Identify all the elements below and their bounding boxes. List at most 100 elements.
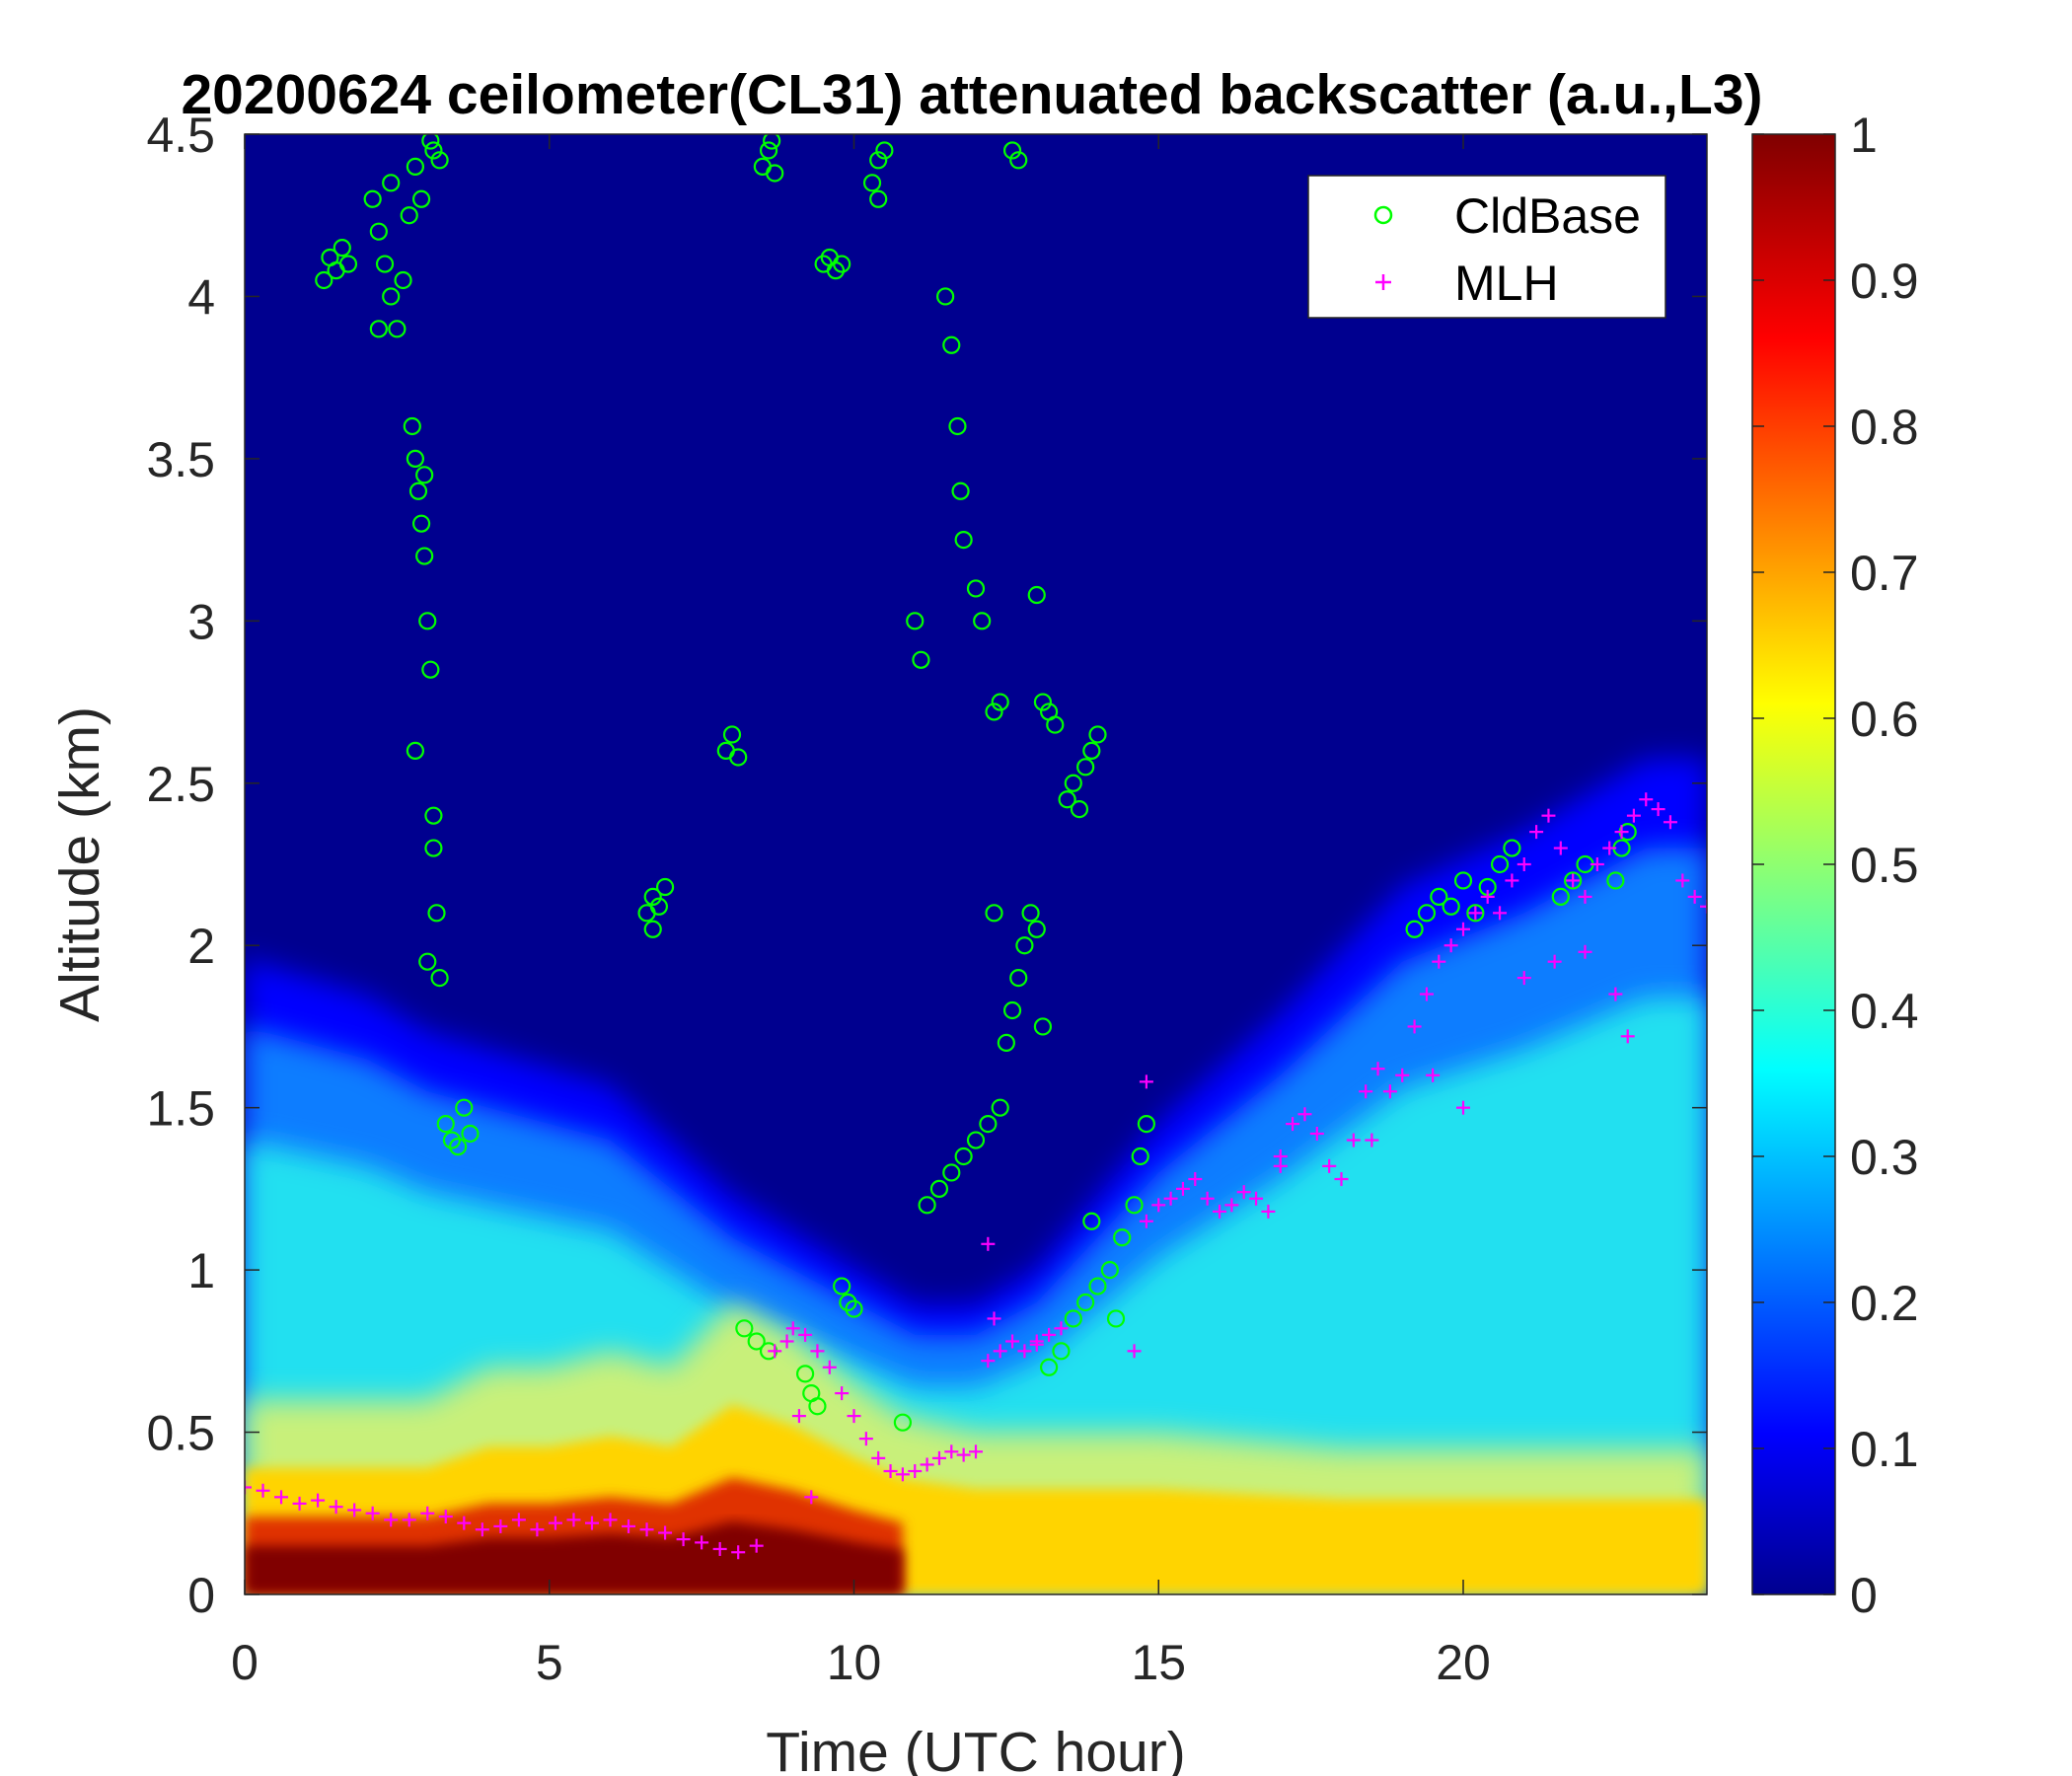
legend-mlh-label: MLH — [1454, 256, 1559, 311]
mlh-point — [1505, 873, 1519, 888]
cldbase-point — [1466, 904, 1485, 923]
cldbase-point — [424, 839, 443, 857]
mlh-point — [292, 1496, 307, 1511]
y-tick-label: 2 — [187, 919, 215, 974]
mlh-point — [1590, 857, 1604, 871]
cldbase-point — [954, 1147, 973, 1166]
cldbase-point — [735, 1319, 754, 1338]
cldbase-point — [747, 1332, 766, 1351]
mlh-point — [931, 1450, 946, 1465]
cldbase-point — [1137, 1115, 1156, 1134]
mlh-point — [1395, 1068, 1410, 1082]
mlh-point — [1322, 1158, 1337, 1173]
cldbase-point — [948, 416, 967, 436]
y-tick-label: 3 — [187, 594, 215, 649]
mlh-point — [1213, 1204, 1226, 1219]
mlh-point — [768, 1344, 782, 1359]
mlh-point — [622, 1518, 636, 1533]
chart-title: 20200624 ceilometer(CL31) attenuated bac… — [181, 63, 1762, 126]
legend-box — [1307, 175, 1666, 319]
mlh-point — [1017, 1344, 1032, 1359]
mlh-point — [1419, 987, 1434, 1001]
cldbase-point — [1106, 1309, 1126, 1328]
mlh-point — [1651, 802, 1665, 817]
mlh-point — [245, 1480, 252, 1495]
mlh-point — [1456, 1100, 1470, 1115]
cldbase-point — [929, 1179, 949, 1198]
mlh-point — [981, 1236, 996, 1251]
mlh-point — [1175, 1181, 1190, 1196]
cldbase-point — [1076, 1293, 1095, 1312]
mlh-point — [956, 1447, 971, 1462]
cldbase-point — [643, 920, 662, 938]
cldbase-point — [461, 1124, 480, 1144]
mlh-point — [566, 1513, 581, 1527]
mlh-point — [908, 1464, 923, 1479]
cldbase-point — [418, 952, 437, 971]
mlh-point — [1163, 1191, 1178, 1206]
cldbase-point — [997, 1033, 1015, 1052]
mlh-point — [1517, 971, 1531, 986]
mlh-point — [1042, 1327, 1057, 1342]
cldbase-point — [1490, 854, 1510, 874]
cldbase-point — [1131, 1147, 1149, 1166]
cldbase-point — [951, 481, 970, 500]
cldbase-point — [1503, 839, 1521, 857]
cldbase-point — [427, 904, 446, 923]
cldbase-point — [826, 261, 846, 280]
cldbase-point — [973, 612, 992, 630]
mlh-point — [1547, 954, 1562, 969]
cldbase-point — [421, 134, 440, 150]
cldbase-point — [1606, 871, 1625, 890]
mlh-point — [1334, 1172, 1349, 1187]
mlh-point — [1620, 1029, 1635, 1044]
cldbase-point — [1027, 920, 1046, 938]
cldbase-point — [845, 1299, 863, 1318]
cldbase-point — [418, 612, 437, 630]
mlh-point — [822, 1360, 837, 1374]
cldbase-point — [649, 897, 669, 916]
cldbase-point — [411, 514, 431, 533]
cldbase-point — [869, 151, 888, 170]
cldbase-point — [643, 887, 662, 906]
mlh-point — [847, 1409, 861, 1424]
mlh-point — [365, 1506, 380, 1520]
x-tick-label: 10 — [827, 1635, 882, 1690]
colorbar-tick-label: 0.9 — [1850, 254, 1919, 309]
mlh-point — [810, 1344, 825, 1359]
cldbase-series — [315, 134, 1637, 1432]
cldbase-point — [406, 449, 424, 468]
cldbase-point — [722, 725, 742, 744]
mlh-point — [457, 1516, 472, 1530]
y-tick-label: 2.5 — [146, 757, 215, 812]
cldbase-point — [1009, 969, 1028, 988]
colorbar-tick-label: 0.6 — [1850, 692, 1919, 747]
cldbase-point — [808, 1397, 827, 1416]
cldbase-point — [1033, 693, 1053, 711]
cldbase-point — [985, 703, 1003, 721]
mlh-point — [1517, 857, 1531, 871]
mlh-point — [1578, 889, 1592, 904]
mlh-point — [1541, 808, 1556, 823]
y-axis: 0 0.5 1 1.5 2 2.5 3 3.5 4 4.5 — [146, 108, 1707, 1623]
mlh-point — [1139, 1074, 1153, 1089]
legend-cldbase-marker — [1373, 205, 1393, 225]
cldbase-point — [1088, 1277, 1107, 1295]
cldbase-point — [382, 287, 401, 306]
mlh-point — [493, 1518, 508, 1533]
mlh-point — [1370, 1062, 1385, 1076]
cldbase-point — [1082, 1212, 1101, 1230]
mlh-point — [1432, 954, 1446, 969]
legend: CldBase MLH — [1307, 175, 1666, 319]
cldbase-point — [406, 741, 424, 760]
mlh-point — [274, 1490, 289, 1505]
cldbase-point — [436, 1115, 455, 1134]
cldbase-point — [1082, 741, 1101, 760]
colorbar: 0 0.1 0.2 0.3 0.4 0.5 0.6 0.7 0.8 0.9 1 — [1751, 108, 1919, 1623]
mlh-point — [1236, 1185, 1251, 1200]
x-tick-label: 15 — [1131, 1635, 1186, 1690]
legend-mlh-marker — [1375, 274, 1391, 290]
cldbase-point — [1058, 790, 1076, 809]
mlh-point — [347, 1503, 362, 1517]
mlh-point — [1675, 873, 1690, 888]
